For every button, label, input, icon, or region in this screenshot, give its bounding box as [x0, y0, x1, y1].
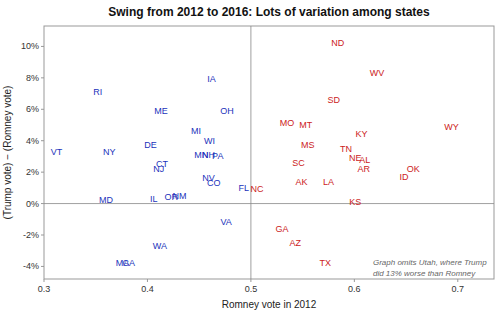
tick-mark [41, 203, 44, 204]
point-label: FL [238, 183, 249, 193]
point-label: VA [220, 217, 231, 227]
chart: VTRINYMDMACADEWAMEILNJCTORNMMIWIMNNHPANV… [0, 0, 500, 313]
tick-mark [41, 77, 44, 78]
tick-label: 2% [26, 167, 39, 177]
point-label: MT [299, 120, 312, 130]
tick-mark [44, 279, 45, 282]
x-axis-label: Romney vote in 2012 [222, 299, 317, 310]
point-label: NE [349, 153, 362, 163]
tick-label: 0.6 [348, 284, 361, 294]
point-label: GA [275, 224, 288, 234]
tick-label: -4% [23, 261, 39, 271]
tick-mark [457, 279, 458, 282]
plot-frame [44, 26, 494, 279]
tick-label: 0.5 [245, 284, 258, 294]
point-label: WV [370, 68, 385, 78]
plot-area: VTRINYMDMACADEWAMEILNJCTORNMMIWIMNNHPANV… [44, 26, 494, 279]
series: VTRINYMDMACADEWAMEILNJCTORNMMIWIMNNHPANV… [51, 74, 249, 268]
tick-label: 4% [26, 136, 39, 146]
tick-mark [41, 46, 44, 47]
point-label: WY [444, 122, 459, 132]
point-label: CA [123, 258, 136, 268]
point-label: MI [191, 126, 201, 136]
point-label: DE [144, 140, 157, 150]
tick-mark [147, 279, 148, 282]
point-label: OK [407, 164, 420, 174]
point-label: RI [93, 87, 102, 97]
point-label: TX [320, 258, 332, 268]
point-label: PA [212, 151, 223, 161]
point-label: IA [207, 74, 216, 84]
point-label: ND [331, 38, 344, 48]
tick-mark [250, 279, 251, 282]
point-label: MD [99, 195, 113, 205]
point-label: IL [150, 194, 158, 204]
tick-label: 0.7 [452, 284, 465, 294]
tick-mark [354, 279, 355, 282]
tick-label: -2% [23, 230, 39, 240]
point-label: ID [400, 172, 410, 182]
annotation-line: Graph omits Utah, where Trump [373, 258, 487, 267]
point-label: CT [156, 159, 168, 169]
point-label: MS [301, 140, 315, 150]
point-label: MO [280, 118, 295, 128]
tick-mark [41, 140, 44, 141]
tick-mark [41, 235, 44, 236]
point-label: AK [296, 177, 308, 187]
tick-mark [41, 266, 44, 267]
tick-label: 0% [26, 199, 39, 209]
point-label: VT [51, 147, 63, 157]
point-label: NY [103, 147, 116, 157]
point-label: KS [349, 197, 361, 207]
tick-label: 8% [26, 73, 39, 83]
reference-line [250, 26, 251, 279]
tick-label: 0.4 [141, 284, 154, 294]
point-label: WI [204, 136, 215, 146]
point-label: LA [323, 177, 334, 187]
point-label: NC [251, 184, 264, 194]
tick-mark [41, 172, 44, 173]
tick-mark [41, 109, 44, 110]
annotation: Graph omits Utah, where Trump did 13% wor… [373, 258, 487, 278]
point-label: SD [327, 95, 340, 105]
y-axis-label: (Trump vote) − (Romney vote) [2, 86, 13, 220]
point-label: ME [154, 106, 168, 116]
point-label: AZ [290, 238, 302, 248]
title: Swing from 2012 to 2016: Lots of variati… [108, 5, 430, 19]
point-label: NM [173, 191, 187, 201]
point-label: KY [356, 129, 368, 139]
tick-label: 0.3 [38, 284, 51, 294]
point-label: WA [153, 241, 167, 251]
point-label: AR [357, 164, 370, 174]
tick-label: 10% [21, 41, 39, 51]
point-label: SC [292, 158, 305, 168]
tick-label: 6% [26, 104, 39, 114]
point-label: OH [220, 106, 234, 116]
annotation-line: did 13% worse than Romney [373, 269, 476, 278]
point-label: CO [207, 178, 221, 188]
series: NCNDWVSDWYMOMTKYMSTNALNESCARAKLAOKIDKSGA… [251, 38, 459, 268]
